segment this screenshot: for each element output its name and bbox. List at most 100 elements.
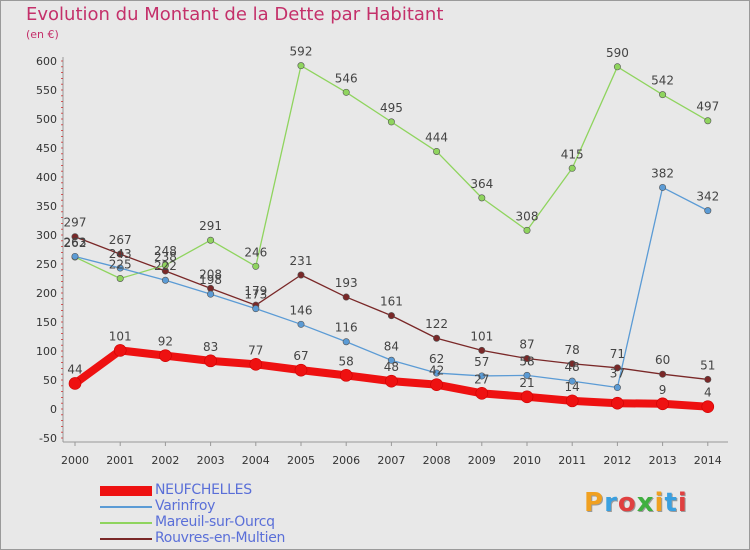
y-tick-label: 600 — [36, 55, 57, 68]
data-point — [342, 338, 350, 346]
data-point — [116, 250, 124, 258]
data-label: 83 — [203, 340, 218, 354]
data-label: 208 — [199, 267, 222, 281]
data-label: 57 — [474, 355, 489, 369]
data-label: 146 — [290, 303, 313, 317]
legend-label: Mareuil-sur-Ourcq — [155, 514, 275, 530]
x-tick-label: 2011 — [558, 454, 586, 467]
data-label: 263 — [64, 235, 87, 249]
legend-swatch — [100, 506, 152, 508]
data-point — [207, 290, 215, 298]
data-label: 21 — [519, 376, 534, 390]
data-label: 87 — [519, 338, 534, 352]
data-label: 58 — [519, 354, 534, 368]
data-point — [568, 164, 576, 172]
y-tick-label: 150 — [36, 316, 57, 329]
data-label: 67 — [293, 349, 308, 363]
data-label: 193 — [335, 276, 358, 290]
data-label: 4 — [704, 386, 712, 400]
data-label: 495 — [380, 101, 403, 115]
data-point — [656, 397, 669, 411]
data-point — [252, 305, 260, 313]
data-label: 60 — [655, 353, 670, 367]
data-point — [568, 360, 576, 368]
data-label: 51 — [700, 358, 715, 372]
data-label: 62 — [429, 352, 444, 366]
x-tick-label: 2005 — [287, 454, 315, 467]
y-tick-label: 250 — [36, 258, 57, 271]
y-tick-label: 0 — [50, 403, 57, 416]
x-tick-label: 2002 — [151, 454, 179, 467]
unit-label: (en €) — [26, 28, 59, 41]
data-point — [116, 264, 124, 272]
y-tick-label: -50 — [39, 432, 57, 445]
data-point — [68, 377, 82, 390]
data-point — [659, 91, 667, 99]
data-label: 262 — [64, 236, 87, 250]
data-point — [159, 349, 172, 362]
data-point — [294, 363, 308, 377]
x-tick-label: 2013 — [649, 454, 677, 467]
data-point — [342, 293, 350, 301]
data-point — [161, 261, 169, 269]
data-point — [252, 262, 260, 270]
data-label: 246 — [244, 245, 267, 259]
data-point — [342, 88, 350, 96]
y-tick-label: 500 — [36, 113, 57, 126]
data-label: 267 — [109, 233, 132, 247]
legend-label: NEUFCHELLES — [155, 482, 252, 498]
data-label: 444 — [425, 130, 448, 144]
x-tick-label: 2001 — [106, 454, 134, 467]
x-tick-label: 2003 — [197, 454, 225, 467]
legend-swatch — [100, 486, 152, 496]
data-label: 9 — [659, 383, 667, 397]
data-point — [297, 271, 305, 279]
data-point — [387, 118, 395, 126]
x-tick-label: 2004 — [242, 454, 270, 467]
data-point — [704, 117, 712, 125]
data-point — [613, 384, 621, 392]
data-label: 116 — [335, 321, 358, 335]
data-point — [611, 396, 624, 410]
data-point — [387, 312, 395, 320]
data-point — [116, 274, 124, 282]
data-point — [249, 358, 263, 371]
data-label: 546 — [335, 71, 358, 85]
data-label: 364 — [470, 177, 493, 191]
data-label: 14 — [565, 380, 580, 394]
data-label: 542 — [651, 74, 674, 88]
data-point — [523, 226, 531, 234]
y-tick-label: 400 — [36, 171, 57, 184]
data-point — [613, 364, 621, 372]
x-tick-label: 2008 — [423, 454, 451, 467]
data-point — [520, 390, 534, 404]
data-label: 308 — [516, 209, 539, 223]
data-point — [565, 394, 579, 408]
chart-title: Evolution du Montant de la Dette par Hab… — [26, 4, 444, 25]
data-label: 198 — [199, 273, 222, 287]
data-label: 27 — [474, 372, 489, 386]
data-label: 92 — [158, 335, 173, 349]
data-point — [204, 354, 217, 368]
data-label: 48 — [565, 360, 580, 374]
data-label: 77 — [248, 343, 263, 357]
data-label: 101 — [470, 329, 493, 343]
data-point — [523, 371, 531, 379]
data-label: 291 — [199, 219, 222, 233]
data-label: 497 — [696, 100, 719, 114]
x-tick-label: 2009 — [468, 454, 496, 467]
data-point — [659, 370, 667, 378]
legend-swatch — [100, 538, 152, 540]
data-point — [433, 147, 441, 155]
data-point — [704, 375, 712, 383]
data-point — [478, 194, 486, 202]
y-tick-label: 300 — [36, 229, 57, 242]
data-label: 37 — [610, 367, 625, 381]
x-tick-label: 2000 — [61, 454, 89, 467]
data-point — [523, 355, 531, 363]
data-label: 161 — [380, 295, 403, 309]
proxiti-logo: Proxiti — [584, 488, 688, 518]
y-tick-label: 450 — [36, 142, 57, 155]
data-point — [475, 387, 489, 400]
x-tick-label: 2012 — [603, 454, 631, 467]
